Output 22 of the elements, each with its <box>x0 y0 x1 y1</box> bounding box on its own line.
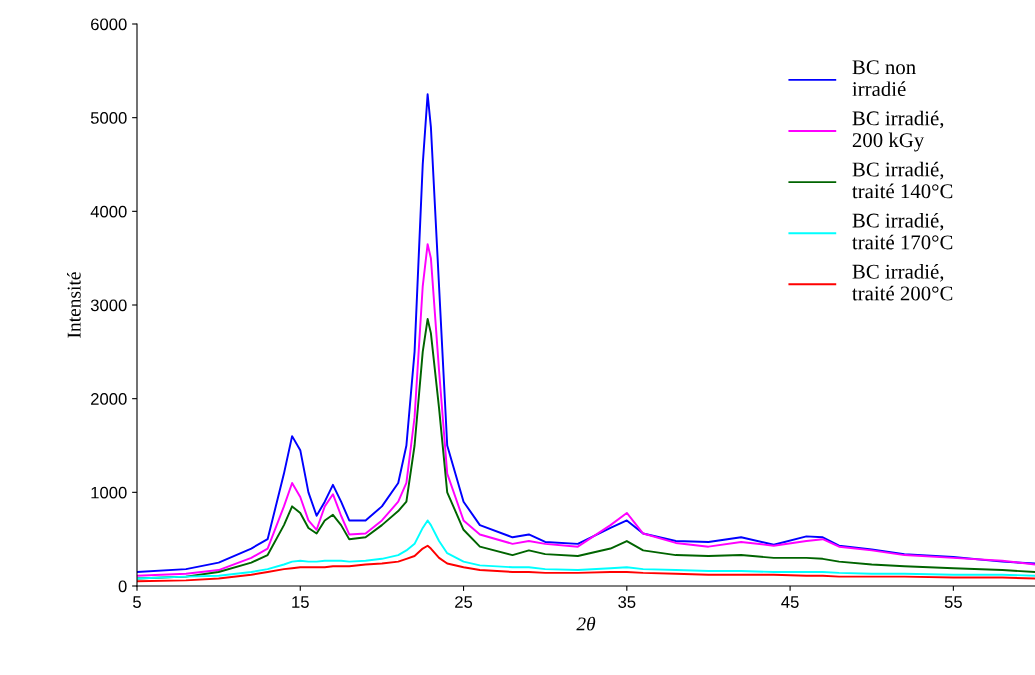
y-tick-label: 5000 <box>90 112 127 124</box>
legend-label: BC irradié, traité 170°C <box>852 212 953 250</box>
x-tick-label: 35 <box>618 596 636 608</box>
legend-label: BC irradié, 200 kGy <box>852 110 944 152</box>
x-tick-label: 25 <box>455 596 473 608</box>
legend-label: BC non irradié <box>852 60 916 97</box>
y-tick-label: 2000 <box>91 393 127 405</box>
legend-label: BC irradié, traité 200°C <box>852 264 953 301</box>
y-tick-label: 0 <box>118 580 127 593</box>
y-tick-label: 1000 <box>91 486 127 499</box>
x-tick-label: 45 <box>781 596 799 608</box>
y-axis-title: Intensité <box>66 272 81 338</box>
x-tick-label: 5 <box>133 596 141 608</box>
y-tick-label: 3000 <box>90 299 127 312</box>
y-tick-label: 6000 <box>91 18 127 31</box>
legend-label: BC irradié, traité 140°C <box>852 161 953 199</box>
y-tick-label: 4000 <box>90 205 127 218</box>
line-series <box>137 519 1035 580</box>
x-tick-label: 15 <box>292 596 309 608</box>
line-series <box>137 544 1035 583</box>
x-axis-title: 2θ <box>576 616 596 631</box>
x-tick-label: 55 <box>944 596 962 608</box>
